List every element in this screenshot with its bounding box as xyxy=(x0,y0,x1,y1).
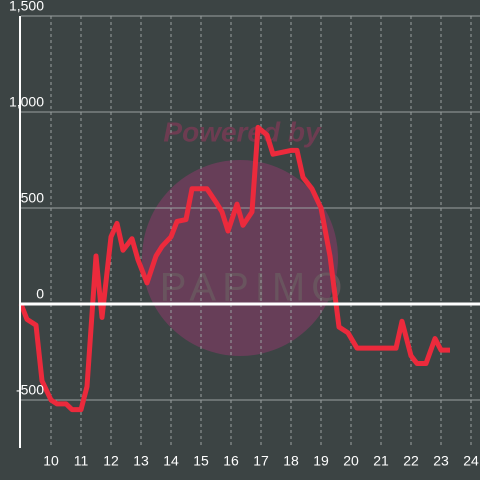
watermark-circle xyxy=(142,160,338,356)
plot xyxy=(18,124,450,413)
y-tick-label: -500 xyxy=(16,382,44,398)
x-tick-label: 19 xyxy=(313,453,329,469)
y-tick-label: 1,000 xyxy=(9,94,44,110)
x-tick-label: 15 xyxy=(193,453,209,469)
x-tick-label: 10 xyxy=(43,453,59,469)
x-tick-label: 13 xyxy=(133,453,149,469)
x-tick-label: 12 xyxy=(103,453,119,469)
x-tick-label: 14 xyxy=(163,453,179,469)
grid xyxy=(21,15,480,448)
x-tick-label: 21 xyxy=(373,453,389,469)
x-tick-label: 16 xyxy=(223,453,239,469)
data-line xyxy=(18,124,450,413)
x-tick-label: 20 xyxy=(343,453,359,469)
watermark-logo: PAPIMO xyxy=(160,266,349,310)
x-tick-label: 11 xyxy=(74,453,89,469)
y-tick-label: 500 xyxy=(21,190,45,206)
x-tick-label: 18 xyxy=(283,453,299,469)
y-tick-label: 1,500 xyxy=(9,0,44,14)
x-tick-label: 23 xyxy=(433,453,449,469)
y-tick-label: 0 xyxy=(36,286,44,302)
x-tick-label: 24 xyxy=(463,453,479,469)
x-tick-label: 22 xyxy=(403,453,419,469)
watermark-text: Powered by xyxy=(163,116,322,147)
x-tick-label: 17 xyxy=(253,453,269,469)
